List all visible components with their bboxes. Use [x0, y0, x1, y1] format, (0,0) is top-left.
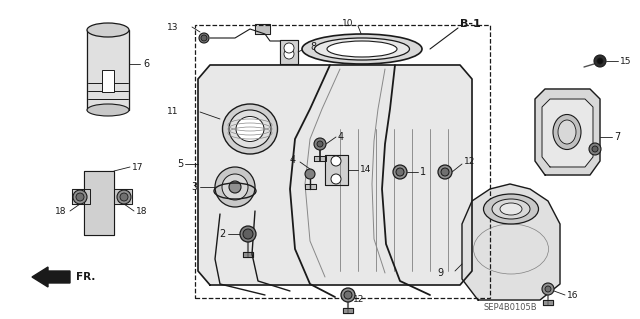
Ellipse shape	[327, 41, 397, 57]
Circle shape	[284, 43, 294, 53]
Text: 4: 4	[290, 155, 296, 165]
Text: 12: 12	[353, 294, 364, 303]
Text: 14: 14	[360, 166, 371, 174]
Circle shape	[441, 168, 449, 176]
Circle shape	[314, 138, 326, 150]
Circle shape	[592, 146, 598, 152]
Text: 4: 4	[338, 132, 344, 142]
Ellipse shape	[302, 34, 422, 64]
Text: 16: 16	[567, 292, 579, 300]
Ellipse shape	[492, 199, 530, 219]
Text: 5: 5	[177, 159, 183, 169]
Ellipse shape	[229, 110, 271, 148]
Ellipse shape	[314, 38, 410, 60]
Text: 12: 12	[464, 158, 476, 167]
Circle shape	[117, 190, 131, 204]
Circle shape	[229, 181, 241, 193]
Circle shape	[222, 174, 248, 200]
Polygon shape	[72, 189, 90, 204]
Text: 11: 11	[166, 108, 178, 116]
Bar	[195, 25, 490, 298]
Circle shape	[199, 33, 209, 43]
Text: 7: 7	[614, 132, 620, 142]
Polygon shape	[305, 184, 316, 189]
Circle shape	[331, 174, 341, 184]
Text: 8: 8	[310, 42, 316, 52]
Circle shape	[73, 190, 87, 204]
Ellipse shape	[87, 23, 129, 37]
Text: SEP4B0105B: SEP4B0105B	[483, 303, 537, 313]
Circle shape	[396, 168, 404, 176]
Ellipse shape	[483, 194, 538, 224]
Circle shape	[393, 165, 407, 179]
Polygon shape	[325, 155, 348, 185]
Circle shape	[597, 58, 603, 64]
Text: 13: 13	[166, 23, 178, 32]
Circle shape	[201, 35, 207, 41]
Polygon shape	[87, 30, 129, 110]
Text: 15: 15	[620, 56, 632, 65]
Circle shape	[305, 169, 315, 179]
Text: 1: 1	[420, 167, 426, 177]
Circle shape	[120, 193, 128, 201]
Circle shape	[344, 291, 352, 299]
Text: 2: 2	[220, 229, 226, 239]
Text: B-1: B-1	[460, 19, 481, 29]
Bar	[102, 70, 114, 92]
Text: 17: 17	[132, 162, 143, 172]
Polygon shape	[343, 308, 353, 313]
Circle shape	[594, 55, 606, 67]
Circle shape	[243, 229, 253, 239]
Ellipse shape	[236, 116, 264, 142]
Polygon shape	[314, 156, 326, 161]
Polygon shape	[543, 300, 553, 305]
Circle shape	[542, 283, 554, 295]
Circle shape	[215, 167, 255, 207]
Polygon shape	[243, 252, 253, 257]
Polygon shape	[280, 40, 298, 64]
Polygon shape	[84, 171, 114, 235]
Polygon shape	[198, 65, 472, 285]
Text: 10: 10	[342, 19, 353, 27]
Ellipse shape	[500, 203, 522, 215]
Circle shape	[589, 143, 601, 155]
Text: 18: 18	[136, 207, 147, 217]
Circle shape	[76, 193, 84, 201]
Circle shape	[341, 288, 355, 302]
Ellipse shape	[553, 115, 581, 150]
Text: FR.: FR.	[76, 272, 95, 282]
Ellipse shape	[558, 120, 576, 144]
Ellipse shape	[223, 104, 278, 154]
Circle shape	[438, 165, 452, 179]
Circle shape	[545, 286, 551, 292]
Circle shape	[331, 156, 341, 166]
Polygon shape	[114, 189, 132, 204]
Polygon shape	[535, 89, 600, 175]
Text: 9: 9	[437, 268, 443, 278]
FancyArrow shape	[32, 267, 70, 287]
Polygon shape	[255, 24, 270, 34]
Text: 3: 3	[191, 182, 197, 192]
Circle shape	[284, 49, 294, 59]
Text: 18: 18	[55, 207, 67, 217]
Polygon shape	[542, 99, 593, 167]
Polygon shape	[462, 184, 560, 300]
Circle shape	[240, 226, 256, 242]
Circle shape	[317, 141, 323, 147]
Ellipse shape	[87, 104, 129, 116]
Text: 6: 6	[143, 59, 149, 69]
